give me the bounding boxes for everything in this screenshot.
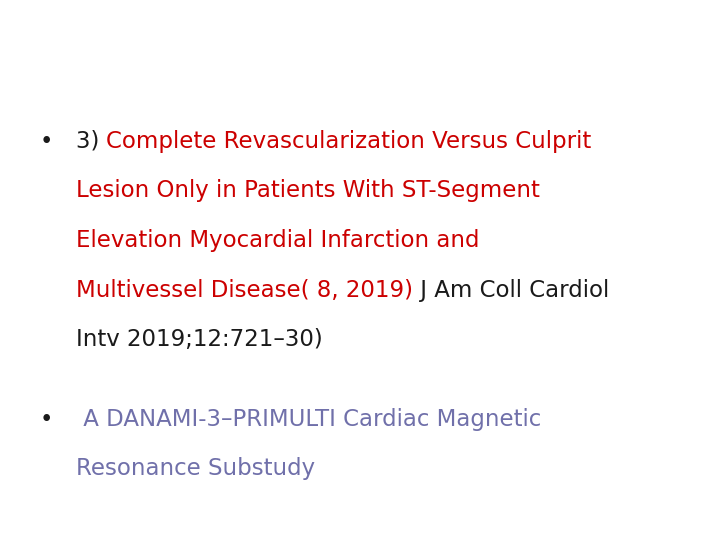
Text: 3): 3) <box>0 539 1 540</box>
Text: J Am Coll Cardiol: J Am Coll Cardiol <box>413 279 609 302</box>
Text: Complete Revascularization Versus Culprit: Complete Revascularization Versus Culpri… <box>107 130 591 153</box>
Text: 3): 3) <box>76 130 107 153</box>
Text: A DANAMI-3–PRIMULTI Cardiac Magnetic: A DANAMI-3–PRIMULTI Cardiac Magnetic <box>76 408 541 431</box>
Text: •: • <box>40 408 53 431</box>
Text: Intv 2019;12:721–30): Intv 2019;12:721–30) <box>76 328 323 352</box>
Text: •: • <box>40 130 53 153</box>
Text: Resonance Substudy: Resonance Substudy <box>76 457 315 481</box>
Text: Lesion Only in Patients With ST-Segment: Lesion Only in Patients With ST-Segment <box>76 179 539 202</box>
Text: Multivessel Disease( 8, 2019): Multivessel Disease( 8, 2019) <box>76 279 413 302</box>
Text: Elevation Myocardial Infarction and: Elevation Myocardial Infarction and <box>76 229 479 252</box>
